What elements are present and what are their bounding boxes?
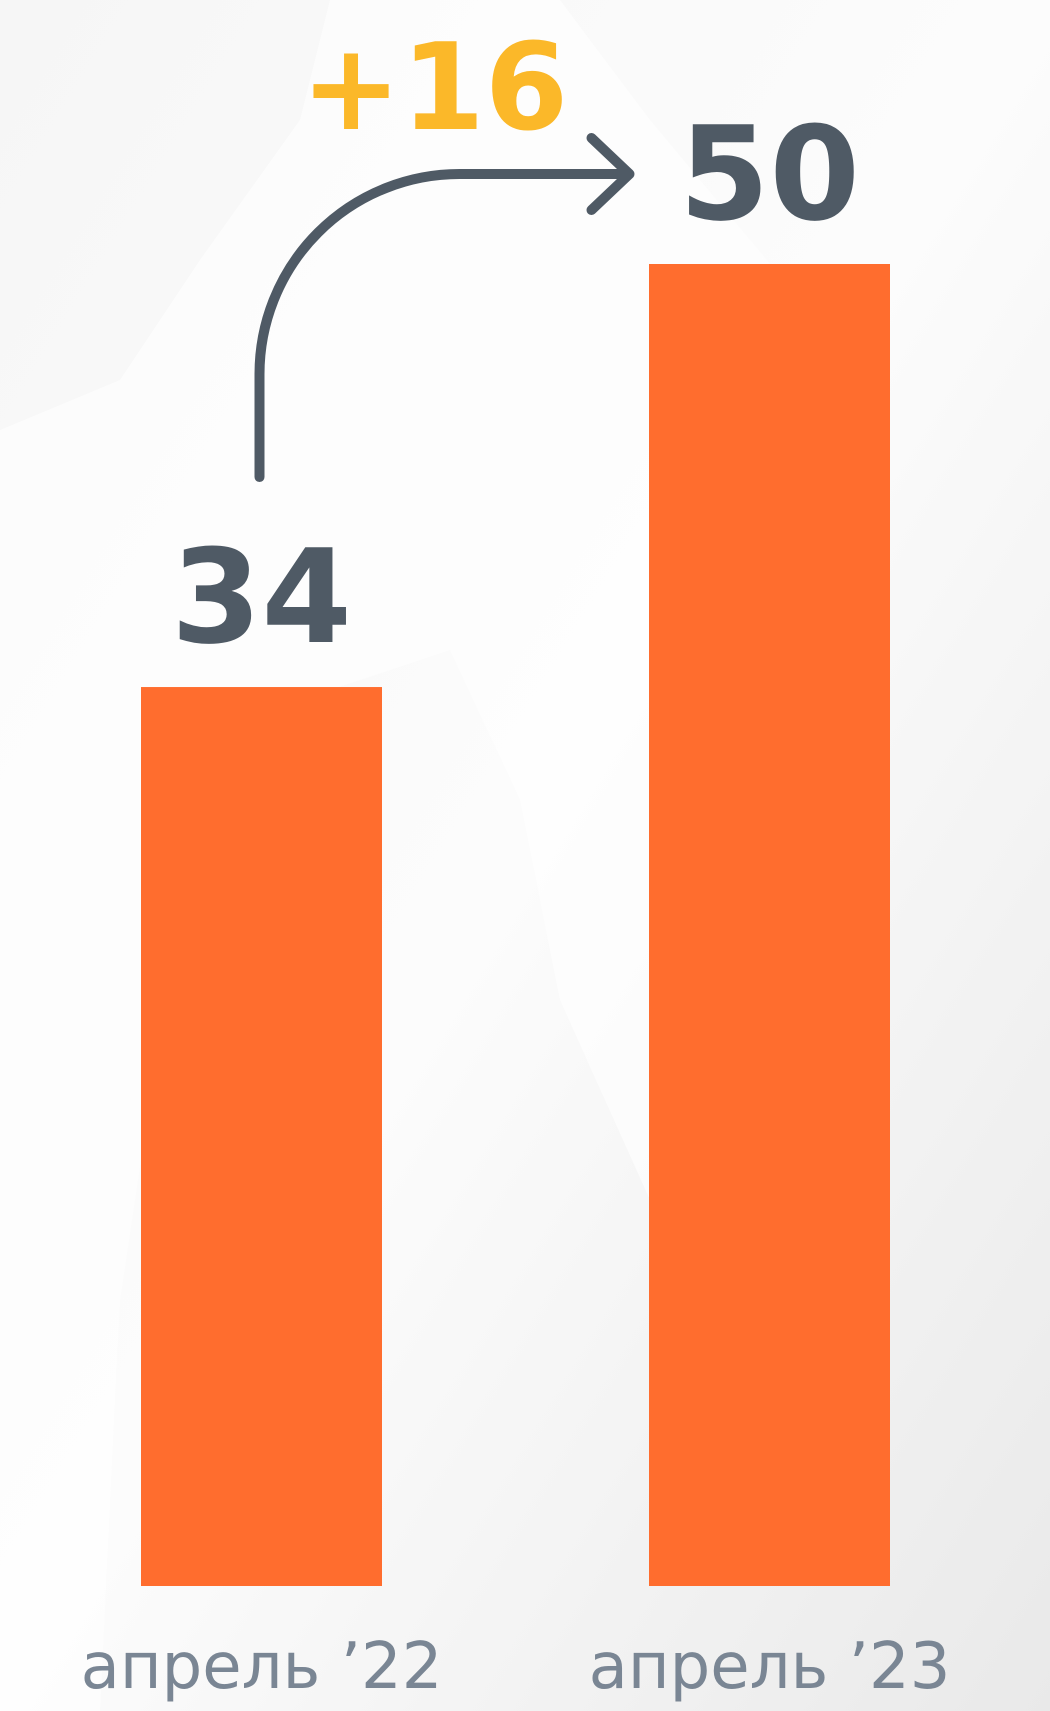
value-label: 50	[679, 98, 860, 250]
value-label: 34	[171, 521, 352, 673]
annotation: +16	[301, 19, 569, 158]
bar	[141, 687, 382, 1586]
bar	[649, 264, 890, 1586]
x-tick-label: апрель ’23	[589, 1630, 951, 1704]
arrow	[254, 133, 635, 483]
map-shape	[0, 0, 800, 1711]
x-tick-label: апрель ’22	[81, 1630, 443, 1704]
